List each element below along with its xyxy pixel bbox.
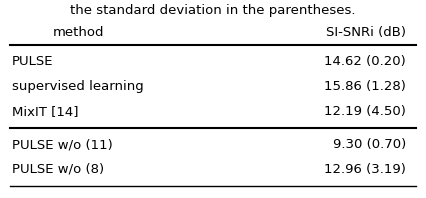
Text: MixIT [14]: MixIT [14] xyxy=(12,105,78,118)
Text: SI-SNRi (dB): SI-SNRi (dB) xyxy=(326,26,406,39)
Text: 15.86 (1.28): 15.86 (1.28) xyxy=(324,80,406,93)
Text: PULSE w/o (11): PULSE w/o (11) xyxy=(12,138,113,151)
Text: PULSE w/o (8): PULSE w/o (8) xyxy=(12,163,104,176)
Text: method: method xyxy=(52,26,104,39)
Text: 14.62 (0.20): 14.62 (0.20) xyxy=(324,55,406,68)
Text: PULSE: PULSE xyxy=(12,55,54,68)
Text: 9.30 (0.70): 9.30 (0.70) xyxy=(333,138,406,151)
Text: 12.19 (4.50): 12.19 (4.50) xyxy=(324,105,406,118)
Text: supervised learning: supervised learning xyxy=(12,80,144,93)
Text: the standard deviation in the parentheses.: the standard deviation in the parenthese… xyxy=(70,4,356,17)
Text: 12.96 (3.19): 12.96 (3.19) xyxy=(324,163,406,176)
